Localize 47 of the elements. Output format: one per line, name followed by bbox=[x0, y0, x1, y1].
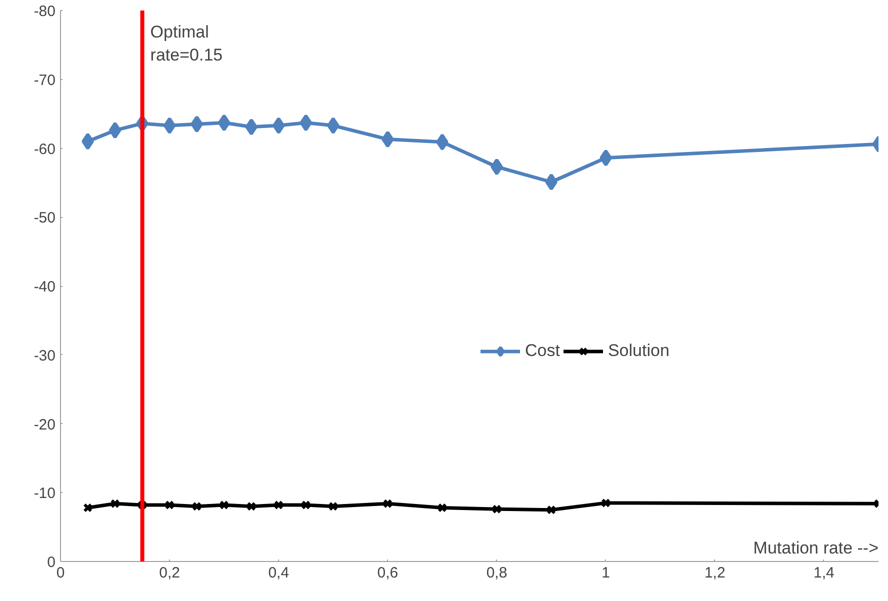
x-tick-label: 0,2 bbox=[159, 564, 180, 582]
x-tick-label: 0,6 bbox=[377, 564, 398, 582]
point bbox=[164, 500, 174, 510]
x-tick-label: 0,4 bbox=[268, 564, 290, 582]
point bbox=[601, 498, 611, 508]
point bbox=[600, 149, 612, 166]
point bbox=[382, 130, 394, 148]
point bbox=[300, 114, 312, 132]
point bbox=[272, 117, 285, 134]
point bbox=[436, 134, 448, 151]
y-tick-label: -40 bbox=[34, 278, 56, 296]
point bbox=[192, 502, 202, 512]
x-tick-label: 0,8 bbox=[486, 564, 508, 582]
point bbox=[383, 498, 392, 508]
y-tick-label: -20 bbox=[34, 416, 56, 434]
point bbox=[546, 505, 556, 515]
y-tick-label: -10 bbox=[34, 485, 56, 502]
point bbox=[438, 503, 447, 512]
y-tick-label: 0 bbox=[47, 554, 56, 571]
point bbox=[110, 498, 120, 508]
point bbox=[490, 158, 503, 176]
point bbox=[108, 122, 122, 139]
point bbox=[328, 502, 338, 512]
point bbox=[301, 500, 311, 510]
x-tick-label: 1,4 bbox=[814, 564, 834, 582]
legend-label: Cost bbox=[525, 341, 560, 361]
y-tick-label: -50 bbox=[34, 210, 56, 227]
x-tick-label: 1 bbox=[602, 564, 610, 582]
ref-line-label: Optimal rate=0.15 bbox=[150, 22, 223, 64]
point bbox=[246, 502, 256, 512]
point bbox=[163, 117, 176, 134]
y-tick-label: -30 bbox=[34, 347, 56, 364]
point bbox=[274, 500, 284, 510]
legend-label: Solution bbox=[608, 341, 670, 361]
y-tick-label: -60 bbox=[34, 140, 56, 158]
point bbox=[545, 174, 558, 190]
point bbox=[218, 114, 230, 132]
point bbox=[219, 500, 229, 510]
point bbox=[190, 116, 203, 133]
point bbox=[245, 118, 258, 136]
x-axis-title: Mutation rate --> bbox=[753, 538, 879, 558]
point bbox=[82, 132, 94, 150]
point bbox=[492, 504, 502, 514]
y-tick-label: -80 bbox=[34, 3, 56, 20]
x-tick-label: 1,2 bbox=[704, 564, 726, 582]
point bbox=[327, 117, 340, 134]
y-tick-label: -70 bbox=[34, 72, 56, 89]
